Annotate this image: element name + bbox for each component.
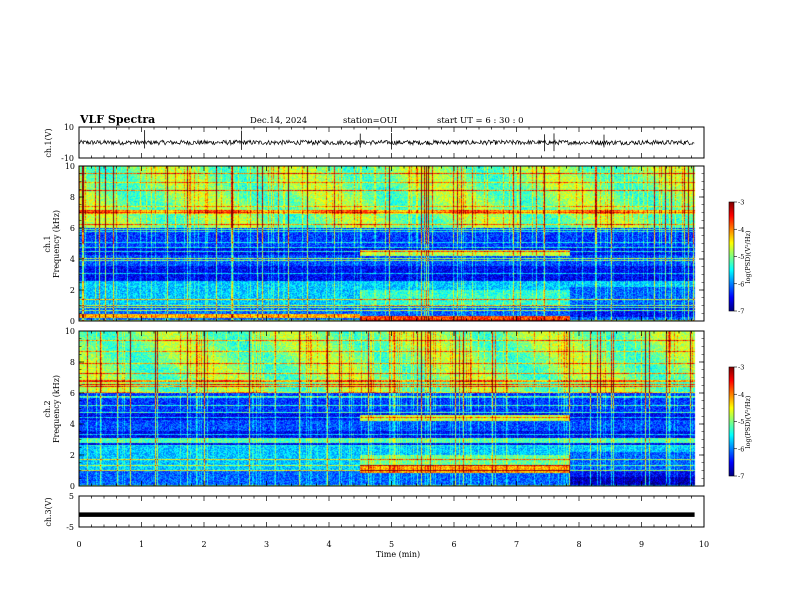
x-tick-label: 3	[264, 540, 269, 549]
colorbar-tick-label: -3	[738, 364, 744, 372]
y-tick-label: 6	[70, 389, 75, 398]
ch2-spec-ylabel: Frequency (kHz)	[52, 375, 61, 443]
ch1-ytick-bottom: -10	[61, 154, 74, 163]
colorbar-tick-label: -5	[738, 418, 744, 426]
y-tick-label: 10	[65, 327, 75, 336]
ch1-ylabel: ch.1(V)	[44, 128, 53, 157]
ch1-waveform-panel: 10 -10 ch.1(V)	[44, 123, 705, 163]
colorbar-tick-label: -5	[738, 253, 744, 261]
y-tick-label: 10	[65, 162, 75, 171]
ch1-waveform-spikes	[144, 130, 605, 152]
x-tick-label: 6	[451, 540, 456, 549]
y-tick-label: 4	[70, 420, 75, 429]
y-tick-label: 2	[70, 451, 75, 460]
ch3-waveform-panel: 5 -5 ch.3(V)	[44, 492, 705, 532]
x-tick-label: 0	[76, 540, 81, 549]
colorbar-tick-label: -3	[738, 199, 744, 207]
ch1-colorbar	[728, 201, 735, 312]
ch1-spec-ylabel: Frequency (kHz)	[52, 210, 61, 278]
ch2-spectrogram-image	[79, 331, 704, 486]
y-tick-label: 8	[70, 193, 75, 202]
ch1-waveform-line	[78, 139, 695, 147]
x-tick-label: 5	[389, 540, 394, 549]
ch1-spec-channel-label: ch.1	[43, 235, 52, 252]
colorbar-tick-label: -7	[738, 473, 744, 481]
ch1-ytick-top: 10	[64, 123, 74, 132]
ch2-spec-channel-label: ch.2	[43, 400, 52, 417]
y-tick-label: 0	[70, 317, 75, 326]
x-tick-label: 4	[326, 540, 331, 549]
x-tick-label: 9	[639, 540, 644, 549]
date-label: Dec.14, 2024	[250, 116, 307, 126]
x-tick-label: 1	[139, 540, 144, 549]
station-label: station=OUI	[343, 116, 397, 126]
x-tick-label: 8	[576, 540, 581, 549]
colorbar-tick-label: -4	[738, 391, 744, 399]
colorbar-tick-label: -6	[738, 280, 744, 288]
start-time-label: start UT = 6 : 30 : 0	[437, 116, 524, 126]
y-tick-label: 4	[70, 255, 75, 264]
ch3-ytick-top: 5	[69, 492, 74, 501]
x-axis-label: Time (min)	[376, 550, 420, 559]
y-tick-label: 8	[70, 358, 75, 367]
ch3-ytick-bottom: -5	[66, 523, 74, 532]
ch2-colorbar	[728, 366, 735, 477]
colorbar-tick-label: -7	[738, 308, 744, 316]
y-tick-label: 2	[70, 286, 75, 295]
ch2-colorbar-label: log(PSD)(V²/Hz)	[744, 395, 752, 448]
y-tick-label: 6	[70, 224, 75, 233]
colorbar-tick-label: -4	[738, 226, 744, 234]
ch3-waveform-line	[79, 512, 695, 517]
x-tick-label: 7	[514, 540, 519, 549]
colorbar-tick-label: -6	[738, 445, 744, 453]
ch1-colorbar-label: log(PSD)(V²/Hz)	[744, 230, 752, 283]
ch3-ylabel: ch.3(V)	[44, 497, 53, 526]
x-tick-label: 10	[699, 540, 709, 549]
x-tick-label: 2	[201, 540, 206, 549]
figure-title: VLF Spectra	[79, 113, 155, 126]
ch1-spectrogram-image	[79, 166, 704, 321]
x-axis-tick-labels: 0 1 2 3 4 5 6 7 8 9 10	[76, 540, 709, 549]
y-tick-label: 0	[70, 482, 75, 491]
